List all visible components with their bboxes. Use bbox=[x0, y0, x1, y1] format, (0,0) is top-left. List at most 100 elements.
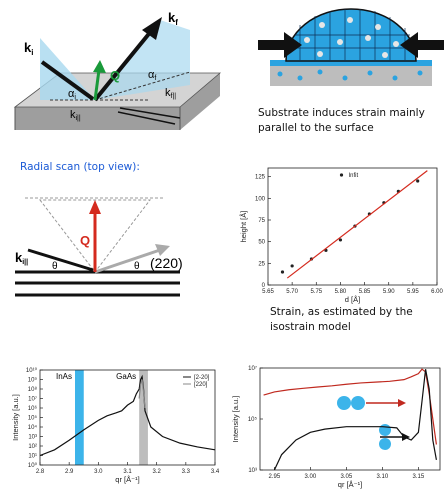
y-tick-label: 10³ bbox=[248, 468, 257, 474]
series-line bbox=[273, 369, 437, 471]
x-tick-label: 3.2 bbox=[152, 469, 161, 475]
label-base: α bbox=[148, 69, 155, 81]
x-tick-label: 2.9 bbox=[65, 469, 74, 475]
x-tick-label: 5.65 bbox=[262, 289, 274, 295]
kf-arrow bbox=[94, 248, 161, 274]
y-tick-label: 10¹ bbox=[28, 454, 37, 460]
y-tick-label: 10⁷ bbox=[28, 396, 37, 403]
label-base: α bbox=[68, 88, 75, 100]
label-base: k bbox=[165, 87, 171, 99]
radial-diagram: Q ki|| θ θ (220) bbox=[15, 197, 183, 297]
substrate bbox=[270, 64, 432, 86]
x-tick-label: 3.1 bbox=[123, 469, 132, 475]
film bbox=[270, 60, 432, 66]
dot bbox=[337, 396, 351, 410]
x-tick-label: 3.00 bbox=[305, 474, 317, 480]
point bbox=[290, 264, 294, 268]
x-tick-label: 5.90 bbox=[383, 289, 395, 295]
y-tick-label: 10⁹ bbox=[28, 377, 38, 384]
label-base: k bbox=[70, 109, 76, 121]
label-sub: i|| bbox=[76, 115, 81, 122]
ki-arrow bbox=[27, 248, 94, 272]
caption: Strain, as estimated by the isostrain mo… bbox=[270, 306, 413, 333]
series-line bbox=[39, 374, 216, 457]
chart: 2.95 3.00 3.05 3.10 3.15 10³ 10⁵ 10⁷ qr [Å⁻¹] Int… bbox=[231, 365, 441, 489]
decoration bbox=[337, 396, 410, 450]
x-tick-label: 3.10 bbox=[377, 474, 389, 480]
strain-diagram bbox=[258, 8, 444, 86]
section-title: Radial scan (top view): bbox=[20, 161, 140, 173]
label: θ bbox=[52, 261, 58, 272]
y-axis-label: Intensity [a.u.] bbox=[231, 396, 240, 443]
x-tick-label: 5.85 bbox=[359, 289, 371, 295]
legend-swatch bbox=[339, 173, 344, 177]
label: kf bbox=[168, 10, 178, 27]
x-tick-label: 3.0 bbox=[94, 469, 103, 475]
y-tick-label: 10⁵ bbox=[28, 415, 38, 422]
force-arrow bbox=[416, 40, 444, 50]
series-line bbox=[138, 379, 146, 409]
x-tick-label: 2.8 bbox=[36, 469, 45, 475]
series-line bbox=[263, 368, 437, 445]
caption: Substrate induces strain mainly parallel… bbox=[258, 107, 425, 134]
y-tick-label: 0 bbox=[262, 283, 266, 289]
plot-frame bbox=[267, 167, 438, 286]
k-line bbox=[119, 107, 181, 119]
chart: InAs GaAs 2.8 2.9 3.0 3.1 3.2 3.3 3.4 10⁰ 10¹ 10² 10… bbox=[11, 367, 220, 484]
label: θ bbox=[134, 261, 140, 272]
x-tick-label: 5.80 bbox=[335, 289, 347, 295]
x-tick-label: 2.95 bbox=[269, 474, 281, 480]
label-sub: i bbox=[74, 94, 76, 101]
label-sub: f bbox=[154, 75, 156, 82]
point bbox=[280, 270, 285, 274]
band-label: GaAs bbox=[116, 372, 136, 381]
label: (220) bbox=[150, 255, 183, 271]
dot bbox=[379, 438, 391, 450]
dashed-line bbox=[94, 71, 191, 101]
force-arrow bbox=[258, 40, 286, 50]
y-axis-label: Intensity [a.u.] bbox=[11, 394, 20, 441]
x-tick-label: 3.15 bbox=[413, 474, 425, 480]
y-tick-label: 100 bbox=[255, 196, 266, 202]
y-tick-label: 10⁷ bbox=[248, 365, 257, 372]
y-tick-label: 10⁵ bbox=[248, 416, 258, 423]
dot bbox=[351, 396, 365, 410]
arrow-head bbox=[142, 17, 162, 40]
legend-label: Infit bbox=[349, 173, 359, 179]
label: kf|| bbox=[165, 87, 176, 100]
x-tick-label: 5.70 bbox=[286, 289, 298, 295]
y-tick-label: 10² bbox=[28, 444, 37, 450]
y-axis-label: height [Å] bbox=[239, 211, 248, 243]
x-axis-label: d [Å] bbox=[345, 295, 360, 304]
ki-arrow bbox=[40, 60, 95, 101]
x-axis-label: qr [Å⁻¹] bbox=[338, 480, 362, 489]
y-tick-label: 125 bbox=[255, 175, 266, 181]
band bbox=[139, 370, 148, 465]
label: αi bbox=[68, 88, 76, 101]
label: Q bbox=[80, 233, 90, 248]
q-arrow bbox=[93, 69, 101, 101]
y-tick-label: 10¹⁰ bbox=[26, 367, 38, 374]
label-sub: i bbox=[31, 48, 33, 57]
y-tick-label: 50 bbox=[258, 240, 265, 246]
x-tick-label: 3.05 bbox=[341, 474, 353, 480]
arrow-head bbox=[400, 32, 418, 58]
band-label: InAs bbox=[56, 372, 72, 381]
k-line bbox=[117, 111, 176, 125]
arrow-head bbox=[284, 32, 302, 58]
x-tick-label: 5.75 bbox=[310, 289, 322, 295]
arrow-head bbox=[93, 60, 106, 73]
label: ki|| bbox=[15, 250, 28, 266]
arrow-head bbox=[402, 433, 410, 441]
x-tick-label: 3.4 bbox=[211, 469, 220, 475]
point bbox=[416, 179, 420, 183]
label-sub: i|| bbox=[22, 259, 28, 266]
dot bbox=[379, 424, 391, 436]
label-base: k bbox=[15, 250, 23, 265]
label: Q bbox=[110, 68, 120, 83]
label-sub: f bbox=[175, 18, 178, 27]
y-tick-label: 25 bbox=[258, 261, 265, 267]
scattering-diagram: ki kf Q αi αf kf|| ki|| bbox=[13, 10, 222, 130]
